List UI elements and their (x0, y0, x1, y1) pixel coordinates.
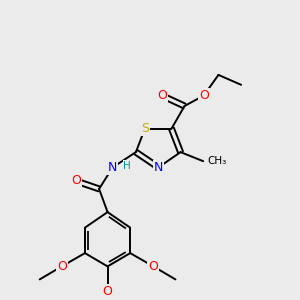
Text: O: O (157, 89, 167, 102)
Text: O: O (71, 175, 81, 188)
Text: O: O (199, 89, 209, 102)
Text: O: O (148, 260, 158, 273)
Text: S: S (141, 122, 149, 135)
Text: N: N (108, 161, 117, 174)
Text: O: O (57, 260, 67, 273)
Text: O: O (103, 285, 112, 298)
Text: CH₃: CH₃ (207, 156, 227, 166)
Text: N: N (154, 161, 163, 174)
Text: H: H (123, 161, 131, 171)
